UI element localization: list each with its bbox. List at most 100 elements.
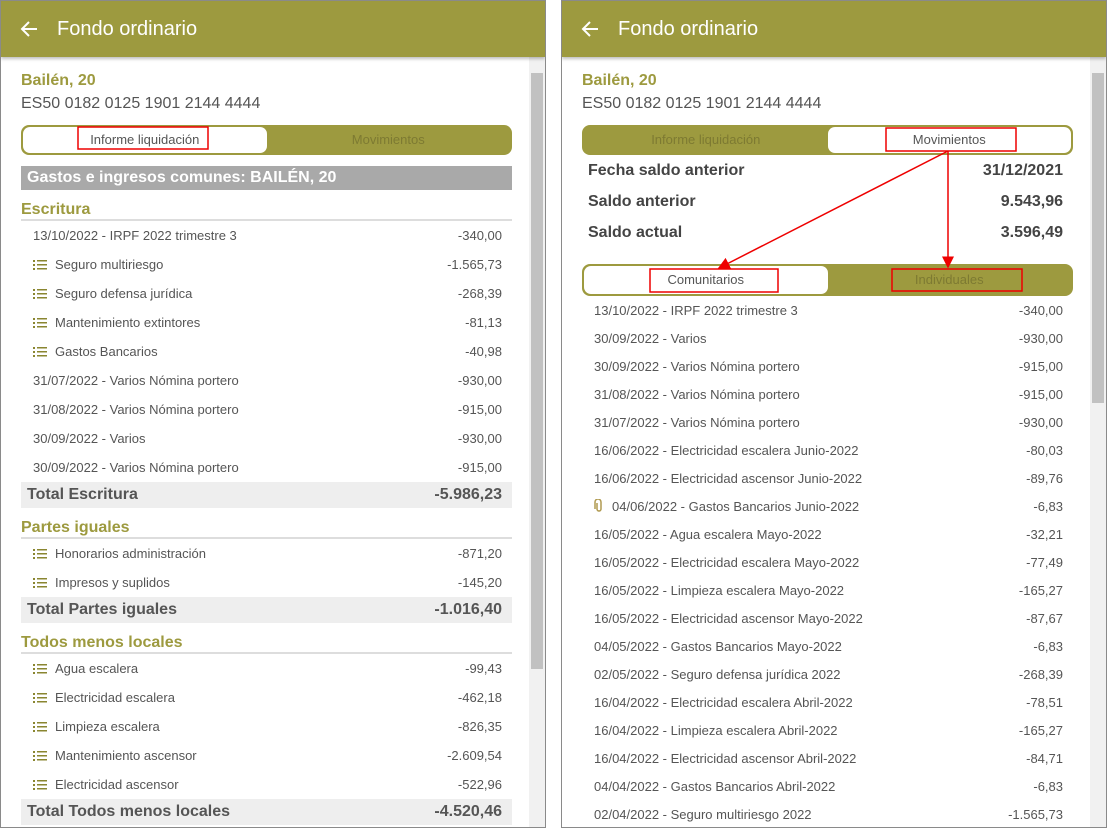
scrollbar-thumb[interactable]	[1092, 73, 1104, 403]
row-text: 30/09/2022 - Varios	[33, 431, 146, 446]
row-text: 30/09/2022 - Varios	[594, 330, 707, 346]
row-label: Limpieza escalera	[33, 719, 458, 734]
tab[interactable]: Comunitarios	[584, 266, 828, 294]
tab[interactable]: Individuales	[914, 272, 984, 287]
row-amount: -871,20	[457, 546, 502, 561]
row-amount: -40,98	[465, 344, 502, 359]
row-amount: -2.609,54	[447, 748, 502, 763]
row-amount: -340,00	[1018, 302, 1063, 318]
total-label: Total Todos menos locales	[27, 803, 230, 820]
row-label: 16/06/2022 - Electricidad escalera Junio…	[594, 443, 1026, 458]
summary-row: Saldo actual 3.596,49	[582, 217, 1073, 248]
row: Seguro multiriesgo -1.565,73	[21, 250, 512, 279]
row-amount: -1.565,73	[1008, 806, 1063, 822]
list-icon	[33, 692, 47, 703]
back-button[interactable]	[580, 19, 600, 39]
row-text: Mantenimiento extintores	[55, 315, 201, 330]
row-label: 13/10/2022 - IRPF 2022 trimestre 3	[33, 228, 458, 243]
row: 30/09/2022 - Varios -930,00	[21, 424, 512, 453]
summary-row: Fecha saldo anterior 31/12/2021	[582, 155, 1073, 186]
row-amount: -930,00	[1018, 330, 1063, 346]
summary-label: Saldo actual	[588, 223, 683, 241]
row-amount: -522,96	[457, 777, 502, 792]
row-amount: -81,13	[465, 315, 502, 330]
row-amount: -826,35	[457, 719, 502, 734]
content: Bailén, 20 ES50 0182 0125 1901 2144 4444 I…	[21, 57, 512, 825]
row-label: 31/08/2022 - Varios Nómina portero	[33, 402, 458, 417]
back-button[interactable]	[19, 19, 39, 39]
row-label: 31/07/2022 - Varios Nómina portero	[594, 415, 1019, 430]
row-label: Impresos y suplidos	[33, 575, 458, 590]
row: Honorarios administración -871,20	[21, 539, 512, 568]
row-label: 16/05/2022 - Agua escalera Mayo-2022	[594, 527, 1026, 542]
row-amount: -6,83	[1033, 638, 1063, 654]
row-label: 16/05/2022 - Electricidad escalera Mayo-…	[594, 555, 1026, 570]
list-icon	[33, 317, 47, 328]
row: 04/06/2022 - Gastos Bancarios Junio-2022…	[582, 492, 1073, 520]
row: 16/05/2022 - Electricidad escalera Mayo-…	[582, 548, 1073, 576]
row-text: 16/04/2022 - Electricidad ascensor Abril…	[594, 750, 857, 766]
row-amount: -32,21	[1026, 526, 1063, 542]
summary-value: 31/12/2021	[982, 161, 1063, 179]
tab[interactable]: Informe liquidación	[23, 127, 267, 153]
tab[interactable]: Movimientos	[351, 132, 425, 147]
row: Limpieza escalera -826,35	[21, 712, 512, 741]
row-text: 02/04/2022 - Seguro multiriesgo 2022	[594, 806, 812, 822]
row: 31/07/2022 - Varios Nómina portero -930,0…	[582, 408, 1073, 436]
list-icon	[33, 721, 47, 732]
row-text: 31/08/2022 - Varios Nómina portero	[33, 402, 239, 417]
total-amount: -5.986,23	[434, 486, 502, 503]
group-title: Todos menos locales	[21, 632, 512, 654]
row-text: 16/04/2022 - Electricidad escalera Abril…	[594, 694, 853, 710]
row: 02/04/2022 - Seguro multiriesgo 2022 -1.5…	[582, 800, 1073, 827]
iban: ES50 0182 0125 1901 2144 4444	[21, 95, 261, 112]
row-amount: -6,83	[1033, 778, 1063, 794]
summary-label: Fecha saldo anterior	[588, 161, 745, 179]
row-amount: -6,83	[1033, 498, 1063, 514]
row: 16/04/2022 - Electricidad ascensor Abril…	[582, 744, 1073, 772]
row: Agua escalera -99,43	[21, 654, 512, 683]
total-row: Total Todos menos locales -4.520,46	[21, 799, 512, 825]
row-amount: -87,67	[1026, 610, 1063, 626]
row: 04/04/2022 - Gastos Bancarios Abril-2022…	[582, 772, 1073, 800]
row-label: Mantenimiento extintores	[33, 315, 465, 330]
tab[interactable]: Movimientos	[827, 127, 1071, 153]
summary-label: Saldo anterior	[588, 192, 696, 210]
row-label: 30/09/2022 - Varios	[33, 431, 458, 446]
row-text: 30/09/2022 - Varios Nómina portero	[33, 460, 239, 475]
row-label: 02/04/2022 - Seguro multiriesgo 2022	[594, 807, 1008, 822]
total-amount: -1.016,40	[434, 601, 502, 618]
row-text: 16/05/2022 - Agua escalera Mayo-2022	[594, 526, 822, 542]
row-label: Gastos Bancarios	[33, 344, 465, 359]
row-label: 30/09/2022 - Varios Nómina portero	[594, 359, 1019, 374]
row-text: 31/07/2022 - Varios Nómina portero	[33, 373, 239, 388]
row-text: 16/06/2022 - Electricidad ascensor Junio…	[594, 470, 863, 486]
row-amount: -915,00	[1018, 386, 1063, 402]
row-amount: -78,51	[1026, 694, 1063, 710]
row-text: 04/04/2022 - Gastos Bancarios Abril-2022	[594, 778, 836, 794]
row-amount: -915,00	[1018, 358, 1063, 374]
header-title: Fondo ordinario	[57, 17, 198, 40]
row-text: 16/06/2022 - Electricidad escalera Junio…	[594, 442, 859, 458]
row-text: Seguro multiriesgo	[55, 257, 164, 272]
scrollbar-thumb[interactable]	[531, 73, 543, 669]
row-amount: -268,39	[1018, 666, 1063, 682]
row-label: 16/04/2022 - Limpieza escalera Abril-202…	[594, 723, 1019, 738]
row: Gastos Bancarios -40,98	[21, 337, 512, 366]
row: 30/09/2022 - Varios -930,00	[582, 324, 1073, 352]
row-text: Electricidad ascensor	[55, 777, 179, 792]
list-icon	[33, 259, 47, 270]
row-amount: -165,27	[1018, 582, 1063, 598]
row: 31/08/2022 - Varios Nómina portero -915,0…	[582, 380, 1073, 408]
total-amount: -4.520,46	[434, 803, 502, 820]
row-label: 30/09/2022 - Varios	[594, 331, 1019, 346]
row-label: 16/04/2022 - Electricidad ascensor Abril…	[594, 751, 1026, 766]
row-amount: -1.565,73	[447, 257, 502, 272]
row-label: 30/09/2022 - Varios Nómina portero	[33, 460, 458, 475]
tab[interactable]: Informe liquidación	[651, 132, 761, 147]
row-label: 04/05/2022 - Gastos Bancarios Mayo-2022	[594, 639, 1033, 654]
row-text: 04/05/2022 - Gastos Bancarios Mayo-2022	[594, 638, 842, 654]
row-label: 31/08/2022 - Varios Nómina portero	[594, 387, 1019, 402]
list-icon	[33, 548, 47, 559]
